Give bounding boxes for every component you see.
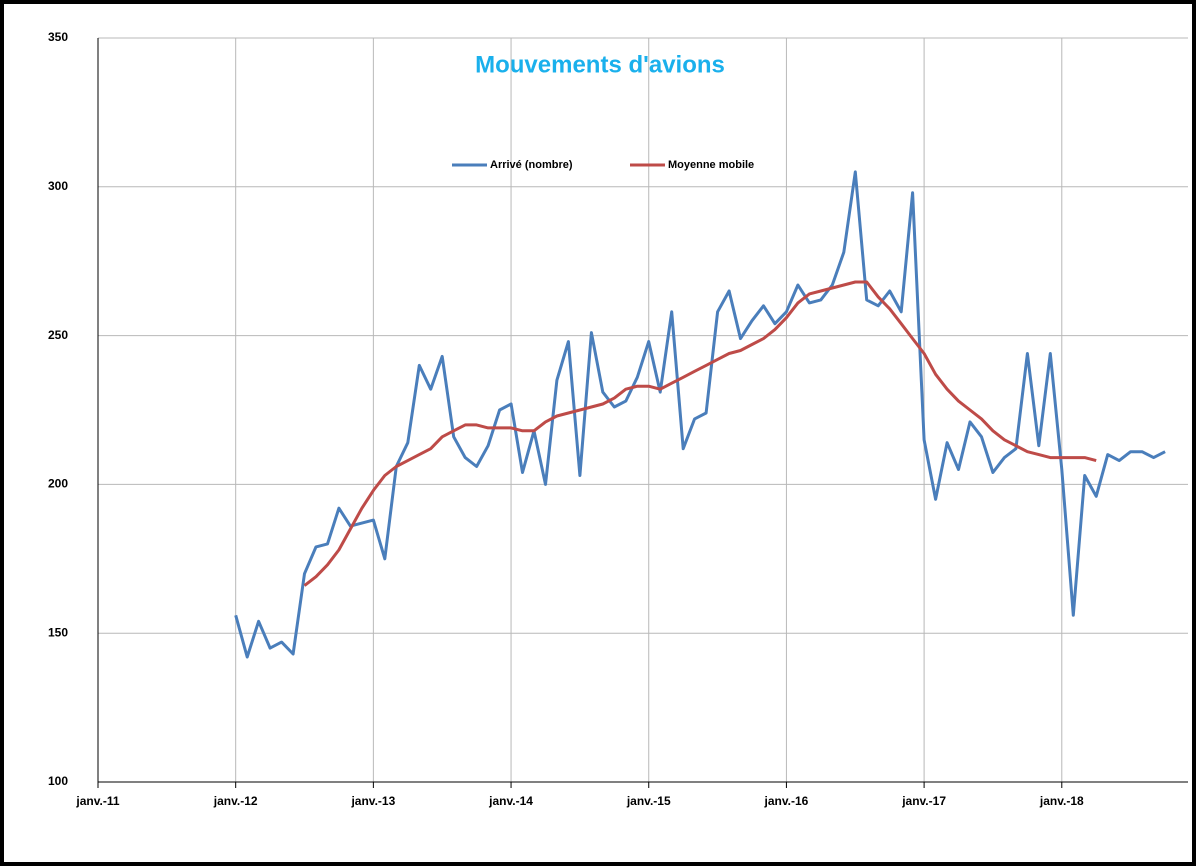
- x-tick-label: janv.-15: [626, 794, 671, 808]
- y-tick-label: 100: [48, 774, 68, 788]
- series-line: [303, 280, 1097, 587]
- chart-title: Mouvements d'avions: [475, 51, 725, 78]
- legend-label: Arrivé (nombre): [490, 159, 573, 171]
- x-tick-label: janv.-17: [901, 794, 946, 808]
- y-tick-label: 150: [48, 625, 68, 639]
- x-tick-label: janv.-11: [75, 794, 119, 808]
- x-tick-label: janv.-12: [213, 794, 258, 808]
- series-line: [234, 170, 1166, 659]
- x-tick-label: janv.-13: [350, 794, 395, 808]
- legend-label: Moyenne mobile: [668, 159, 754, 171]
- y-tick-label: 350: [48, 30, 68, 44]
- y-tick-label: 200: [48, 477, 68, 491]
- x-tick-label: janv.-14: [488, 794, 533, 808]
- x-tick-label: janv.-16: [764, 794, 809, 808]
- x-tick-label: janv.-18: [1039, 794, 1084, 808]
- y-tick-label: 250: [48, 328, 68, 342]
- y-tick-label: 300: [48, 179, 68, 193]
